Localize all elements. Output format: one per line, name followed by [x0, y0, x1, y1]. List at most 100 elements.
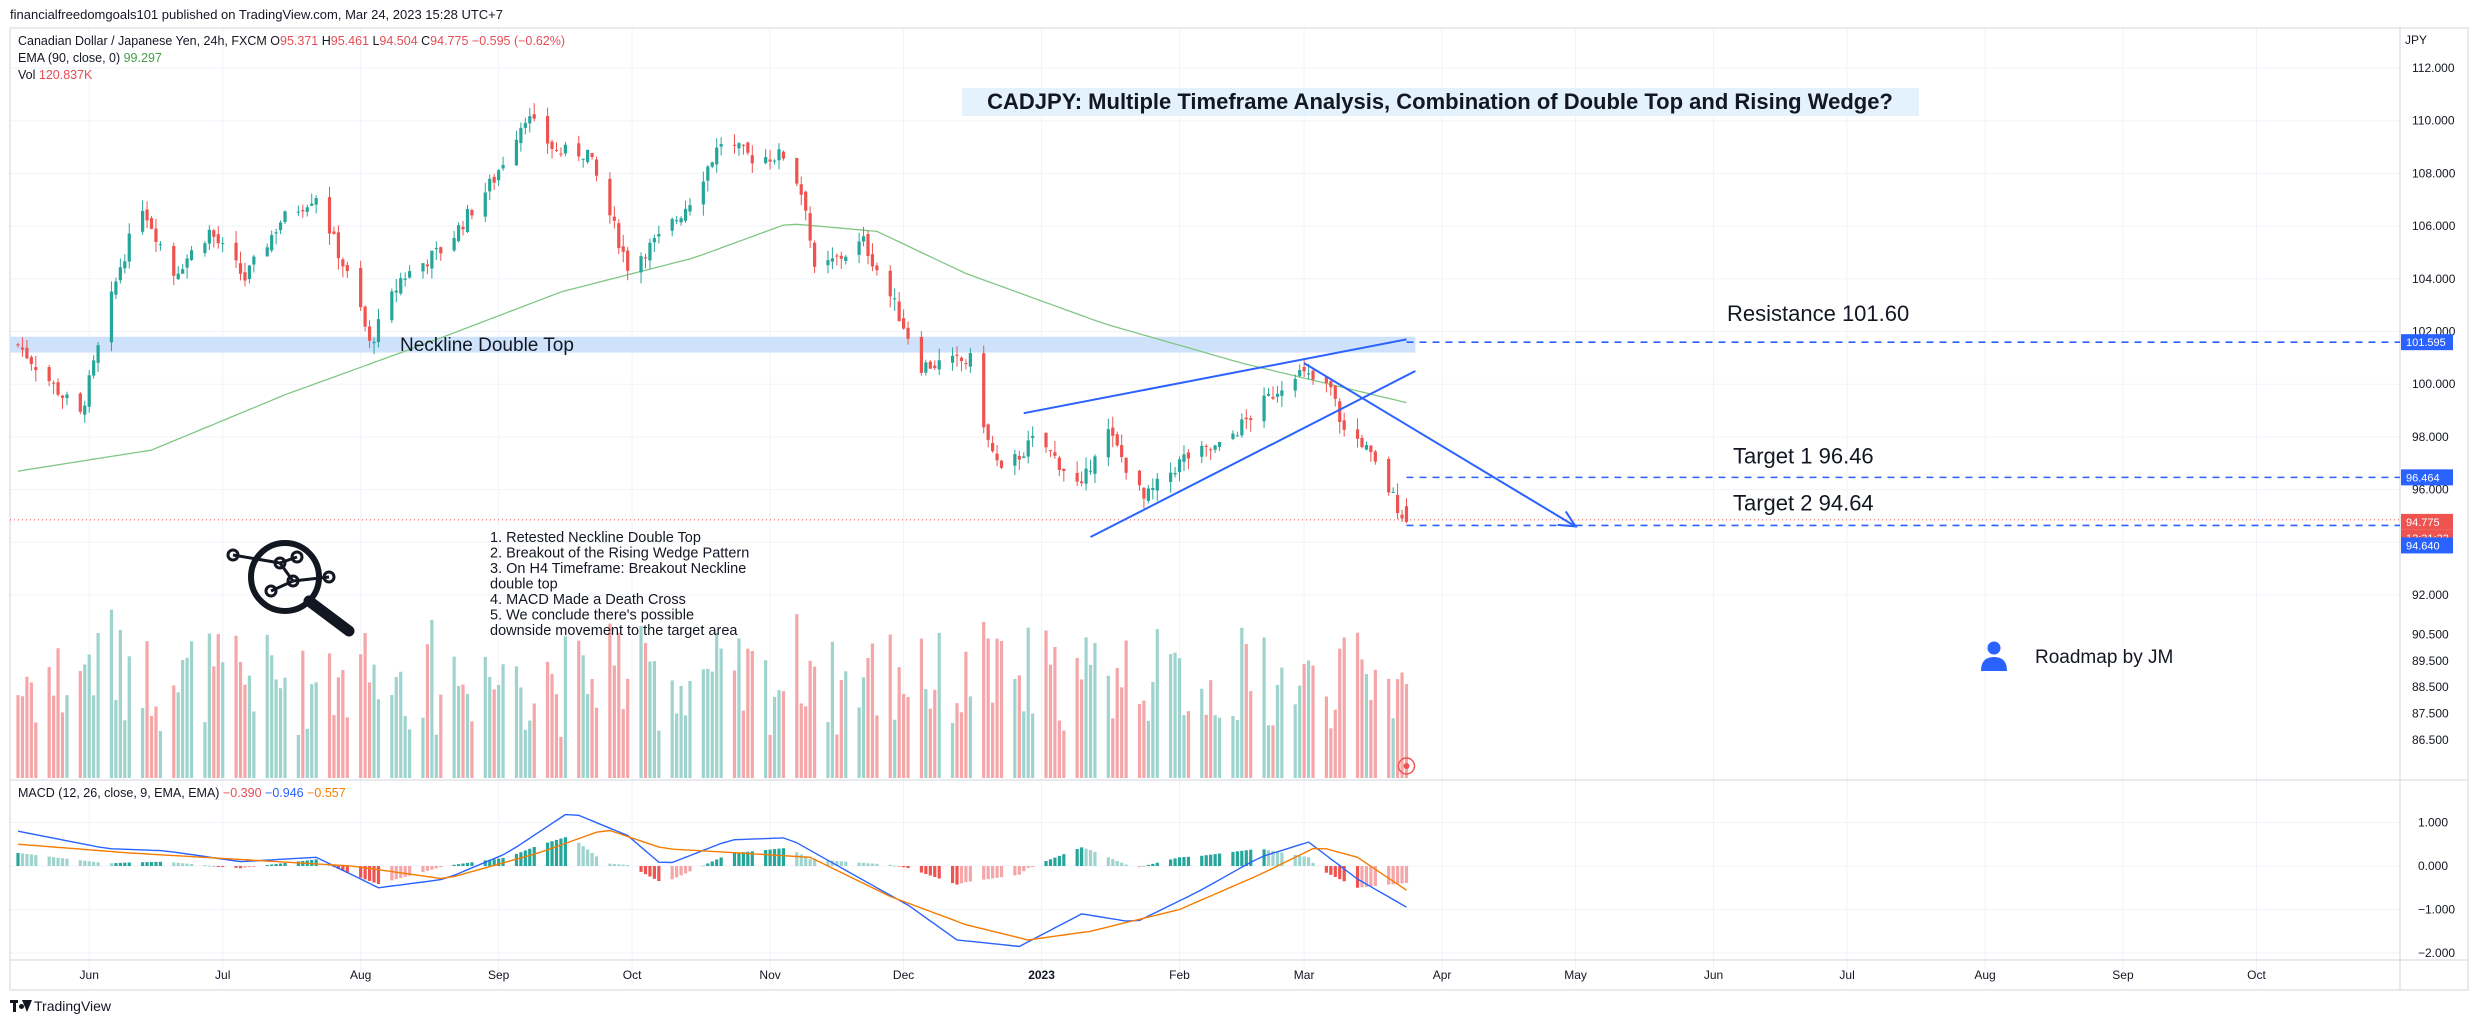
time-tick-label: Aug: [1974, 968, 1995, 982]
volume-bar: [528, 720, 532, 778]
volume-bar: [902, 693, 906, 778]
time-tick-label: Jun: [80, 968, 99, 982]
candle-body: [1115, 434, 1119, 446]
macd-histogram-bar: [1093, 851, 1097, 866]
macd-histogram-bar: [1373, 866, 1377, 886]
volume-bar: [523, 729, 527, 778]
volume-bar: [1244, 644, 1248, 778]
macd-histogram-bar: [1400, 866, 1404, 884]
volume-bar: [1124, 640, 1128, 778]
candle-body: [772, 160, 777, 162]
macd-histogram-bar: [158, 861, 163, 866]
neckline-zone: [10, 336, 1416, 353]
candle-body: [1217, 441, 1222, 447]
volume-bar: [367, 682, 372, 778]
candle-body: [390, 291, 394, 321]
volume-bar: [937, 632, 941, 778]
volume-bar: [60, 712, 65, 778]
time-tick-label: Aug: [350, 968, 371, 982]
candle-body: [1306, 373, 1311, 375]
candle-body: [1262, 395, 1266, 422]
price-label-text: 96.464: [2406, 472, 2440, 484]
volume-bar: [154, 706, 158, 778]
volume-bar: [243, 684, 247, 778]
candle-body: [1120, 445, 1124, 458]
macd-histogram-bar: [897, 866, 901, 867]
projection-arrow-line: [1303, 362, 1577, 528]
volume-bar: [1373, 669, 1377, 778]
candle-body: [327, 197, 332, 234]
macd-histogram-bar: [403, 866, 407, 877]
candle-body: [839, 255, 843, 259]
time-tick-label: Jun: [1704, 968, 1723, 982]
candle-body: [439, 247, 443, 254]
tradingview-logo[interactable]: TradingView: [10, 998, 111, 1014]
macd-histogram-bar: [359, 866, 363, 878]
macd-histogram-bar: [982, 866, 986, 880]
macd-histogram-bar: [1293, 854, 1297, 866]
macd-histogram-bar: [1342, 866, 1346, 882]
volume-bar: [65, 695, 69, 778]
title-highlight: [962, 88, 1919, 116]
volume-bar: [83, 664, 87, 778]
volume-legend[interactable]: Vol 120.837K: [18, 68, 92, 82]
candle-body: [78, 393, 82, 412]
macd-histogram-bar: [1355, 866, 1360, 888]
volume-bar: [550, 673, 554, 778]
macd-histogram-bar: [60, 858, 65, 866]
note-line: 5. We conclude there's possible: [490, 608, 694, 624]
ema-legend[interactable]: EMA (90, close, 0) 99.297: [18, 51, 162, 65]
price-tick-label: 104.000: [2412, 272, 2456, 286]
candle-body: [185, 258, 189, 268]
macd-histogram-bar: [296, 861, 300, 866]
volume-bar: [781, 691, 786, 778]
macd-histogram-bar: [234, 866, 238, 868]
macd-histogram-bar: [1240, 850, 1244, 866]
volume-bar: [586, 693, 590, 778]
macd-histogram-bar: [114, 863, 118, 866]
volume-bar: [341, 669, 345, 778]
candle-body: [274, 232, 278, 234]
candle-body: [1137, 470, 1142, 486]
candle-body: [114, 281, 118, 295]
volume-bar: [430, 619, 434, 778]
volume-bar: [772, 696, 777, 778]
candle-body: [670, 218, 674, 231]
macd-histogram-bar: [341, 866, 345, 871]
macd-histogram-bar: [1146, 864, 1150, 866]
macd-histogram-bar: [928, 866, 932, 876]
volume-bar: [804, 706, 808, 778]
macd-histogram-bar: [1053, 857, 1057, 866]
volume-bar: [327, 653, 332, 778]
volume-bar: [1231, 716, 1235, 778]
candle-body: [87, 375, 91, 407]
macd-histogram-bar: [835, 860, 839, 866]
volume-bar: [581, 655, 585, 778]
macd-histogram-bar: [216, 866, 220, 867]
candle-body: [688, 205, 692, 212]
candle-body: [826, 260, 830, 266]
macd-histogram-bar: [706, 863, 710, 866]
candle-body: [109, 291, 114, 343]
candle-body: [483, 192, 487, 217]
volume-bar: [47, 667, 51, 778]
macd-legend[interactable]: MACD (12, 26, close, 9, EMA, EMA) −0.390…: [18, 786, 346, 800]
macd-histogram-bar: [1262, 849, 1266, 866]
candle-body: [1200, 445, 1204, 457]
brand-text: TradingView: [34, 998, 112, 1014]
macd-histogram-bar: [617, 864, 621, 866]
volume-bar: [1240, 627, 1244, 778]
volume-bar: [768, 734, 772, 778]
candle-body: [1169, 472, 1173, 482]
macd-histogram-bar: [719, 857, 723, 866]
volume-bar: [123, 720, 127, 778]
macd-histogram-bar: [1324, 866, 1328, 873]
time-tick-label: Jul: [1839, 968, 1854, 982]
volume-bar: [1395, 679, 1400, 778]
macd-histogram-bar: [483, 860, 487, 866]
volume-bar: [1142, 700, 1146, 778]
volume-bar: [92, 695, 96, 778]
candle-body: [532, 114, 536, 119]
volume-bar: [737, 638, 741, 778]
